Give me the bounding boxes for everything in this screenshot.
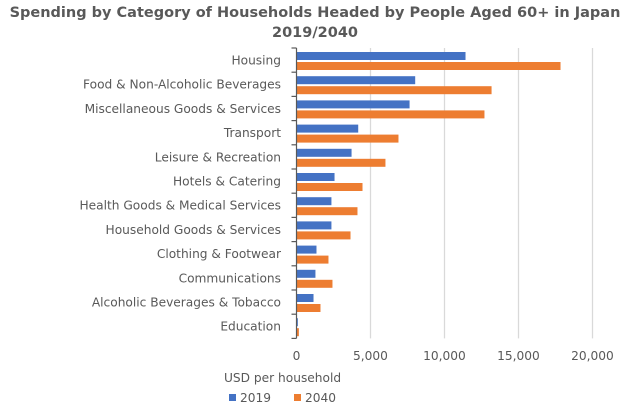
value-tick-labels: 0 5,000 10,000 15,000 20,000 — [293, 349, 614, 363]
bar-2019 — [296, 221, 332, 230]
legend-label-2040: 2040 — [305, 391, 336, 405]
tick-label: 10,000 — [423, 349, 466, 363]
bar-2019 — [296, 52, 466, 60]
bar-2019 — [296, 318, 298, 327]
chart-subtitle: 2019/2040 — [272, 25, 358, 41]
category-label: Housing — [231, 54, 281, 68]
bars — [296, 52, 561, 337]
tick-label: 0 — [293, 349, 301, 363]
gridlines — [369, 48, 594, 339]
bar-2019 — [296, 173, 335, 181]
category-label: Leisure & Recreation — [155, 150, 281, 164]
bar-2019 — [296, 197, 332, 206]
chart-title: Spending by Category of Households Heade… — [10, 5, 621, 21]
bar-2040 — [296, 328, 299, 337]
category-label: Transport — [223, 126, 281, 140]
x-axis-label: USD per household — [224, 371, 341, 385]
category-label: Clothing & Footwear — [157, 247, 282, 261]
category-label: Communications — [179, 271, 281, 285]
bar-2040 — [296, 62, 561, 70]
tick-label: 15,000 — [497, 349, 540, 363]
category-labels: Housing Food & Non-Alcoholic Beverages Mis… — [79, 54, 282, 334]
bar-2040 — [296, 86, 492, 95]
bar-2019 — [296, 124, 359, 133]
bar-2019 — [296, 100, 410, 109]
bar-2019 — [296, 294, 314, 302]
category-axis — [291, 47, 298, 339]
bar-2019 — [296, 245, 317, 254]
legend: 2019 2040 — [229, 391, 336, 405]
legend-swatch-2019 — [229, 394, 236, 401]
category-label: Alcoholic Beverages & Tobacco — [92, 296, 281, 310]
bar-2040 — [296, 158, 386, 167]
bar-2019 — [296, 76, 416, 85]
bar-2040 — [296, 231, 351, 240]
tick-label: 20,000 — [571, 349, 614, 363]
bar-2040 — [296, 207, 358, 216]
legend-swatch-2040 — [294, 394, 301, 401]
category-label: Miscellaneous Goods & Services — [85, 102, 281, 116]
bar-2040 — [296, 134, 399, 143]
bar-2040 — [296, 183, 363, 191]
bar-2040 — [296, 304, 321, 312]
bar-2040 — [296, 110, 485, 119]
category-label: Hotels & Catering — [173, 175, 281, 189]
category-label: Household Goods & Services — [106, 223, 281, 237]
tick-label: 5,000 — [353, 349, 388, 363]
bar-2040 — [296, 255, 329, 264]
bar-2019 — [296, 269, 316, 278]
legend-label-2019: 2019 — [240, 391, 271, 405]
bar-2040 — [296, 279, 333, 288]
category-label: Health Goods & Medical Services — [79, 199, 281, 213]
category-label: Food & Non-Alcoholic Beverages — [83, 78, 281, 92]
bar-2019 — [296, 148, 352, 157]
category-label: Education — [220, 320, 281, 334]
